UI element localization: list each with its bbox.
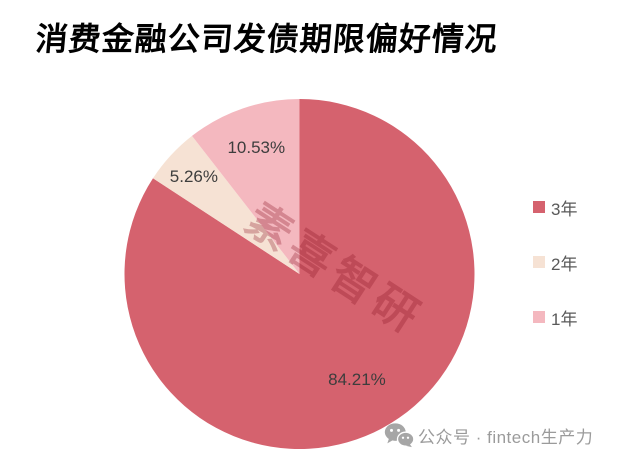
legend-item-2年: 2年 [533,251,578,274]
legend-swatch-1年 [533,311,545,323]
wechat-logo-icon [384,423,414,448]
legend-item-3年: 3年 [533,196,578,219]
legend: 3年 2年 1年 [533,196,577,361]
slice-label-3年: 84.21% [328,370,386,390]
slice-label-1年: 10.53% [227,138,286,158]
footer: 公众号 · fintech生产力 [384,422,593,448]
legend-swatch-3年 [533,201,545,213]
legend-item-1年: 1年 [533,306,578,329]
legend-label-1年: 1年 [551,309,578,329]
legend-swatch-2年 [533,256,545,268]
footer-label: 公众号 · fintech生产力 [418,427,594,447]
slice-label-2年: 5.26% [169,166,219,186]
pie-slice-1年 [191,99,300,274]
legend-label-3年: 3年 [551,199,578,219]
pie-slice-2年 [152,135,300,274]
legend-label-2年: 2年 [551,254,578,274]
pie-slice-3年 [124,99,475,450]
